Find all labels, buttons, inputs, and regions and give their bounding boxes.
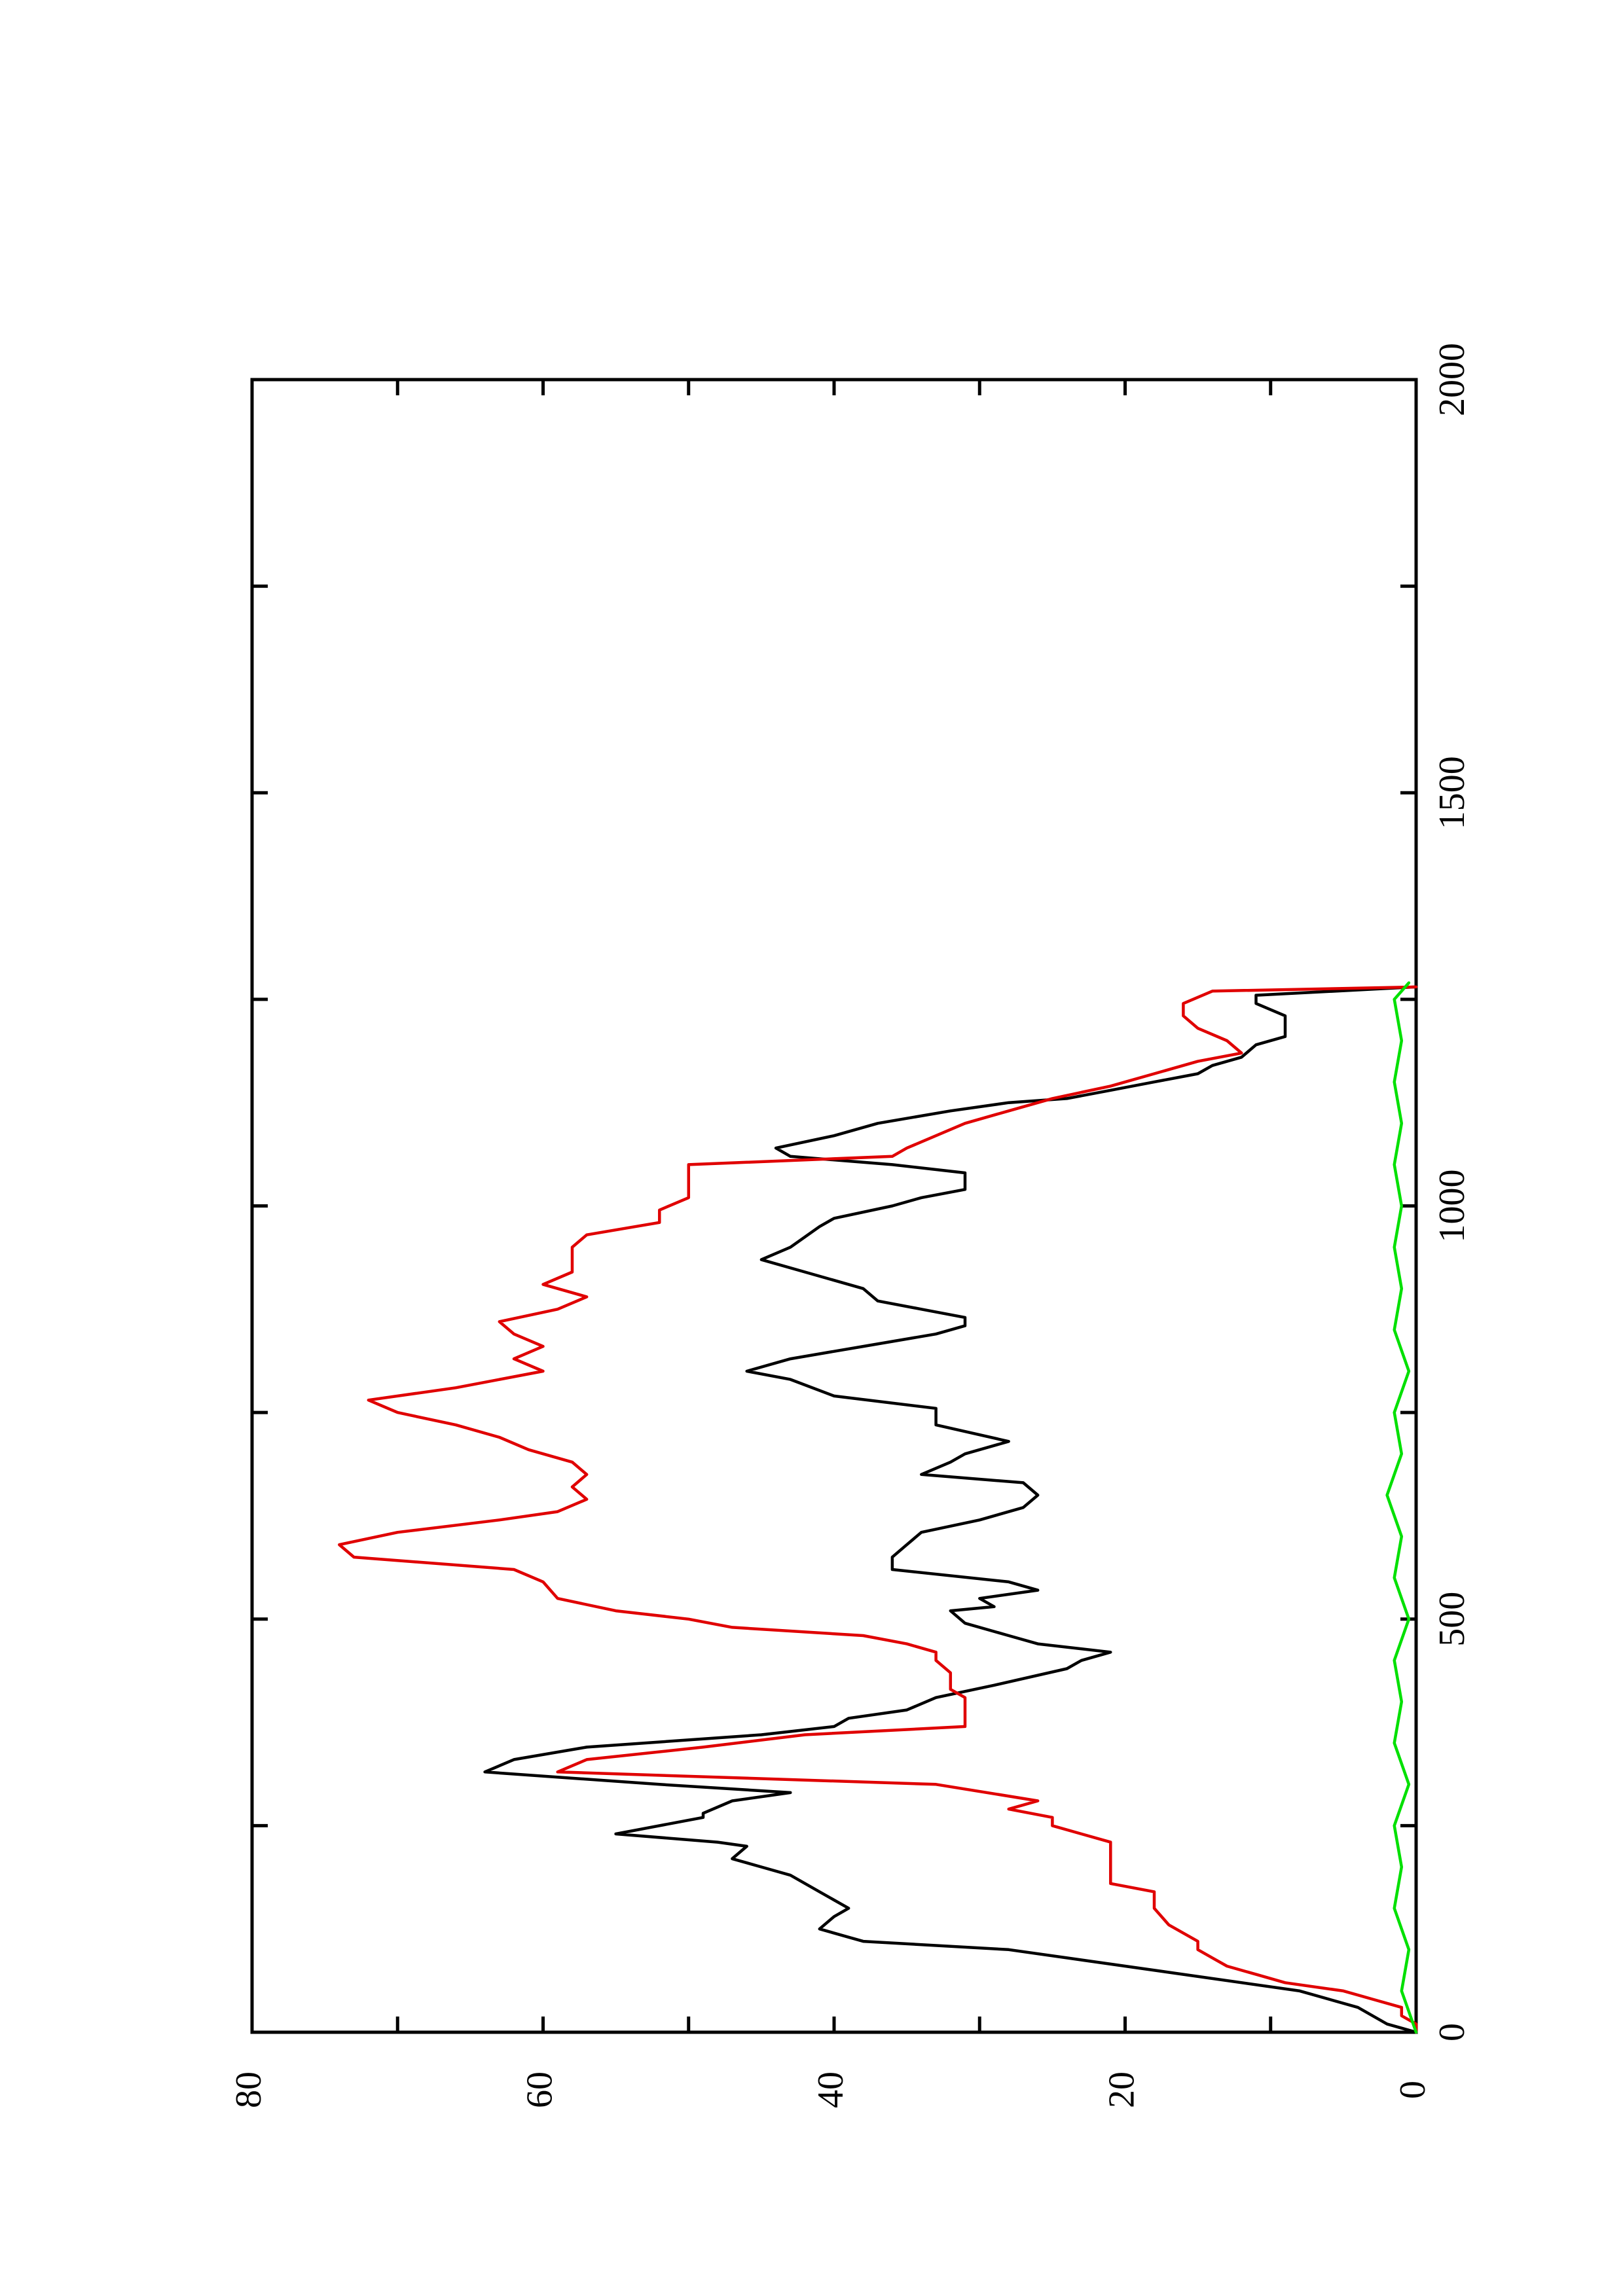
x-tick-label-1000: 1000 bbox=[1432, 1170, 1472, 1243]
axis-ticks bbox=[250, 378, 1418, 2034]
plot-frame bbox=[250, 378, 1418, 2034]
x-tick-label-500: 500 bbox=[1432, 1592, 1472, 1647]
axis-tick-labels: 0 500 1000 1500 2000 0 20 40 60 80 bbox=[228, 343, 1472, 2108]
series-line-3 bbox=[1385, 981, 1418, 2034]
y-tick-label-40: 40 bbox=[811, 2072, 851, 2108]
y-tick-label-60: 60 bbox=[519, 2072, 560, 2108]
y-tick-label-0: 0 bbox=[1393, 2081, 1433, 2099]
series-layer bbox=[338, 981, 1418, 2034]
series-line-2 bbox=[338, 985, 1418, 2034]
series-line-1 bbox=[483, 985, 1418, 2034]
y-tick-label-20: 20 bbox=[1101, 2072, 1142, 2108]
x-tick-label-2000: 2000 bbox=[1432, 343, 1472, 416]
x-tick-label-0: 0 bbox=[1432, 2023, 1472, 2041]
x-tick-label-1500: 1500 bbox=[1432, 756, 1472, 829]
y-tick-label-80: 80 bbox=[228, 2072, 269, 2108]
